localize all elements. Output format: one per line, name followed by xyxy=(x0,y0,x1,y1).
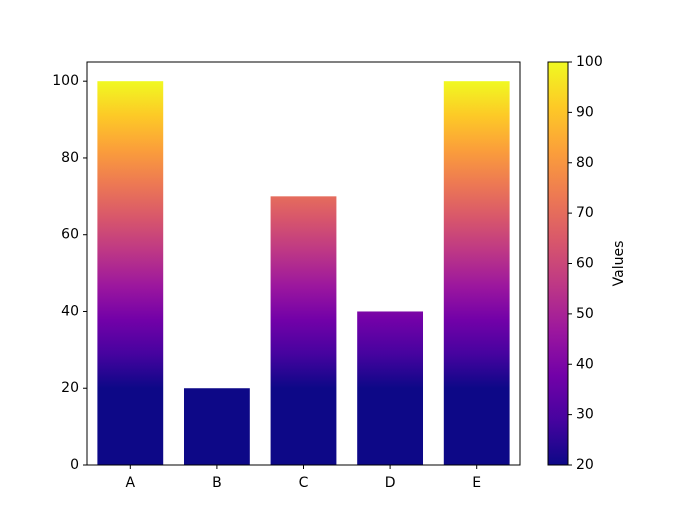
y-tick-label: 80 xyxy=(61,150,79,166)
colorbar-tick-label: 40 xyxy=(576,356,594,372)
colorbar-tick-label: 100 xyxy=(576,54,603,70)
colorbar-tick-label: 80 xyxy=(576,155,594,171)
bar xyxy=(357,311,424,465)
colorbar-tick-label: 60 xyxy=(576,256,594,272)
colorbar-tick-label: 50 xyxy=(576,306,594,322)
bar xyxy=(270,196,337,466)
x-tick-label: B xyxy=(212,475,222,491)
bar xyxy=(443,81,510,465)
x-tick-label: A xyxy=(126,475,136,491)
y-tick-label: 0 xyxy=(70,457,79,473)
colorbar-tick-label: 70 xyxy=(576,205,594,221)
x-tick-label: D xyxy=(385,475,396,491)
plot-frame xyxy=(86,61,521,466)
colorbar xyxy=(547,61,569,466)
y-tick-label: 20 xyxy=(61,380,79,396)
y-tick-label: 60 xyxy=(61,227,79,243)
y-tick-label: 40 xyxy=(61,303,79,319)
y-tick-label: 100 xyxy=(52,73,79,89)
colorbar-label: Values xyxy=(611,241,627,287)
bar xyxy=(183,388,250,465)
colorbar-tick-label: 30 xyxy=(576,407,594,423)
colorbar-tick-label: 90 xyxy=(576,104,594,120)
colorbar-tick-label: 20 xyxy=(576,457,594,473)
bar xyxy=(97,81,164,465)
x-tick-label: C xyxy=(299,475,309,491)
x-tick-label: E xyxy=(472,475,481,491)
